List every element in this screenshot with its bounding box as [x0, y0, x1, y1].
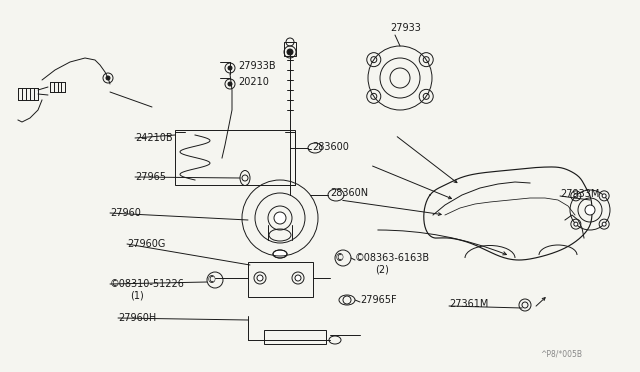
Text: 24210B: 24210B — [135, 133, 173, 143]
Circle shape — [574, 222, 578, 226]
Circle shape — [295, 275, 301, 281]
Text: ©: © — [206, 275, 216, 285]
Circle shape — [228, 66, 232, 70]
Text: 20210: 20210 — [238, 77, 269, 87]
Circle shape — [602, 222, 606, 226]
Ellipse shape — [273, 250, 287, 258]
Circle shape — [106, 76, 110, 80]
Bar — [175, 130, 295, 185]
Text: 27960: 27960 — [110, 208, 141, 218]
Bar — [248, 262, 313, 297]
Circle shape — [602, 194, 606, 198]
Text: 283600: 283600 — [312, 142, 349, 152]
Text: (1): (1) — [130, 291, 144, 301]
Circle shape — [585, 205, 595, 215]
Text: 27933M: 27933M — [560, 189, 600, 199]
Bar — [284, 42, 296, 56]
Text: 27965: 27965 — [135, 172, 166, 182]
Text: ©: © — [334, 253, 344, 263]
Circle shape — [287, 49, 293, 55]
Text: 27960H: 27960H — [118, 313, 156, 323]
Text: ©08363-6163B: ©08363-6163B — [355, 253, 430, 263]
Circle shape — [257, 275, 263, 281]
Text: 27965F: 27965F — [360, 295, 397, 305]
Text: 27933B: 27933B — [238, 61, 276, 71]
Text: 27361M: 27361M — [449, 299, 488, 309]
Text: ^P8/*005B: ^P8/*005B — [540, 350, 582, 359]
Text: 28360N: 28360N — [330, 188, 368, 198]
Text: 27960G: 27960G — [127, 239, 165, 249]
Circle shape — [574, 194, 578, 198]
Text: (2): (2) — [375, 265, 389, 275]
Circle shape — [274, 212, 286, 224]
Bar — [264, 330, 326, 344]
Circle shape — [228, 82, 232, 86]
Text: ©08310-51226: ©08310-51226 — [110, 279, 185, 289]
Text: 27933: 27933 — [390, 23, 421, 33]
